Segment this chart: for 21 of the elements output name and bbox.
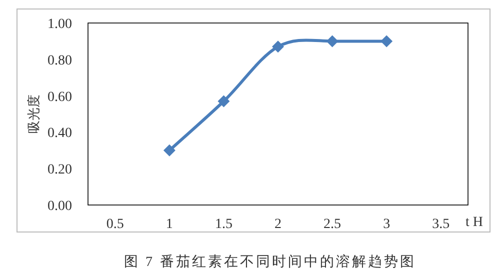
- y-tick-label: 0.00: [48, 199, 72, 214]
- x-tick-label: 2: [274, 217, 282, 232]
- x-tick-label: 3.5: [432, 217, 450, 232]
- y-tick-label: 0.20: [48, 162, 72, 178]
- x-axis-title: t H: [466, 215, 483, 230]
- x-tick-label: 1.5: [214, 217, 232, 232]
- point: [380, 35, 393, 48]
- x-tick-label: 3: [383, 217, 390, 232]
- y-tick-label: 0.60: [48, 90, 72, 105]
- x-tick-label: 1: [166, 217, 173, 232]
- point: [163, 144, 176, 156]
- point: [272, 40, 284, 53]
- x-tick-label: 0.5: [106, 217, 124, 232]
- y-tick-label: 1.00: [48, 17, 72, 32]
- y-tick-label: 0.80: [48, 53, 72, 68]
- point: [326, 35, 338, 48]
- y-axis-title: 吸光度: [26, 94, 41, 134]
- point: [218, 95, 230, 108]
- text: 图 7 番茄红素在不同时间中的溶解趋势图: [124, 254, 416, 270]
- y-tick-label: 0.40: [48, 126, 72, 142]
- x-tick-label: 2.5: [324, 217, 342, 232]
